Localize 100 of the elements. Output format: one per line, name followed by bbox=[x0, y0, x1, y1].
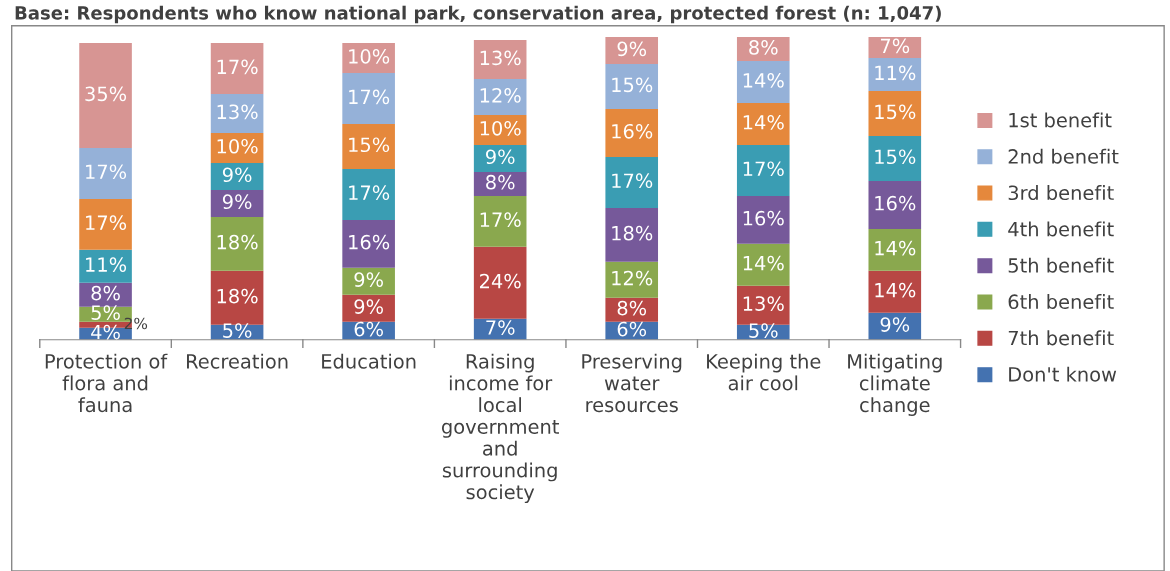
data-label: 13% bbox=[743, 296, 784, 311]
data-label: 14% bbox=[875, 240, 916, 256]
bar bbox=[605, 109, 659, 157]
bar bbox=[868, 180, 922, 229]
bar bbox=[605, 64, 659, 110]
data-label: 8% bbox=[91, 285, 120, 301]
bar bbox=[210, 43, 264, 95]
data-label: 18% bbox=[217, 288, 258, 304]
bar bbox=[473, 195, 527, 247]
data-label: 16% bbox=[349, 234, 390, 250]
bar bbox=[736, 103, 790, 145]
bar bbox=[342, 124, 395, 169]
data-label: 15% bbox=[875, 104, 916, 120]
data-label: 9% bbox=[222, 167, 252, 183]
bar bbox=[736, 195, 790, 244]
data-label: 8% bbox=[749, 40, 778, 55]
data-label: 24% bbox=[479, 273, 521, 289]
data-label: 17% bbox=[480, 212, 521, 228]
data-label: 8% bbox=[617, 300, 647, 316]
data-label: 10% bbox=[480, 120, 521, 136]
bar bbox=[79, 198, 132, 250]
data-label: 10% bbox=[349, 49, 390, 64]
bar bbox=[868, 91, 922, 136]
data-label: 14% bbox=[875, 282, 916, 298]
bar bbox=[473, 246, 527, 319]
bar bbox=[736, 61, 790, 104]
bar bbox=[79, 43, 132, 148]
bar bbox=[342, 168, 395, 220]
bar bbox=[473, 40, 527, 80]
data-label: 4% bbox=[91, 324, 120, 340]
bar bbox=[342, 267, 395, 295]
chart-title: Base: Respondents who know national park, conservation area, protected forest (n: 1,047) bbox=[15, 5, 941, 24]
data-label: 17% bbox=[217, 59, 258, 75]
bar bbox=[79, 147, 132, 199]
bar bbox=[210, 94, 264, 133]
data-label: 18% bbox=[612, 225, 653, 241]
bar bbox=[868, 135, 922, 181]
x-tick-label: Education bbox=[322, 353, 416, 369]
legend-label: 1st benefit bbox=[1009, 112, 1112, 128]
x-tick-label: Preserving water resources bbox=[582, 353, 682, 413]
bar bbox=[868, 228, 922, 271]
data-label: 15% bbox=[612, 77, 653, 93]
data-label: 9% bbox=[222, 194, 252, 210]
data-label: 14% bbox=[743, 255, 784, 271]
data-label: 17% bbox=[349, 89, 390, 105]
data-label: 9% bbox=[354, 272, 383, 287]
data-label: 7% bbox=[880, 38, 910, 54]
bar bbox=[605, 297, 659, 322]
data-label: 8% bbox=[486, 174, 515, 190]
x-tick-label: Recreation bbox=[187, 353, 288, 369]
data-label: 16% bbox=[612, 123, 653, 139]
data-label: 15% bbox=[349, 137, 390, 153]
bar bbox=[79, 249, 132, 283]
data-label: 10% bbox=[217, 138, 258, 154]
x-tick-label: Protection of flora and fauna bbox=[45, 353, 168, 413]
data-label: 15% bbox=[875, 149, 916, 165]
data-label: 12% bbox=[480, 87, 521, 103]
x-tick-label: Raising income for local government and surrounding society bbox=[441, 353, 559, 504]
x-tick-label: Mitigating climate change bbox=[848, 353, 942, 416]
data-label: 17% bbox=[86, 215, 127, 231]
data-label: 5% bbox=[749, 323, 778, 338]
data-label: 35% bbox=[85, 86, 127, 102]
data-label: 13% bbox=[480, 50, 521, 66]
legend-label: 6th benefit bbox=[1008, 294, 1114, 310]
legend-label: 4th benefit bbox=[1008, 221, 1114, 237]
legend-label: 7th benefit bbox=[1008, 330, 1114, 346]
bar bbox=[210, 216, 264, 271]
bar bbox=[473, 79, 527, 116]
bar bbox=[736, 144, 790, 196]
bar bbox=[868, 37, 922, 59]
data-label: 5% bbox=[223, 323, 252, 338]
data-label: 9% bbox=[485, 149, 515, 165]
legend-label: Don't know bbox=[1009, 366, 1117, 382]
bar bbox=[868, 270, 922, 313]
bar bbox=[868, 58, 922, 92]
data-label: 9% bbox=[880, 317, 910, 332]
data-label: 11% bbox=[86, 257, 127, 272]
bar bbox=[736, 243, 790, 286]
legend-label: 3rd benefit bbox=[1008, 185, 1114, 201]
bar bbox=[210, 270, 264, 325]
data-label: 17% bbox=[349, 185, 390, 201]
data-label: 13% bbox=[217, 104, 258, 120]
data-label: 9% bbox=[617, 41, 647, 57]
legend-label: 5th benefit bbox=[1008, 257, 1114, 273]
data-label: 9% bbox=[354, 299, 383, 314]
data-label: 17% bbox=[612, 173, 653, 189]
data-label: 12% bbox=[612, 270, 653, 286]
data-label: 18% bbox=[217, 234, 258, 250]
bar bbox=[342, 294, 395, 322]
bar bbox=[736, 285, 790, 325]
data-label: 6% bbox=[354, 321, 383, 337]
bar bbox=[342, 43, 395, 74]
data-label: 7% bbox=[486, 320, 515, 335]
data-label: 11% bbox=[875, 65, 916, 81]
data-label: 14% bbox=[743, 72, 784, 88]
data-label: 16% bbox=[743, 210, 784, 226]
bar bbox=[605, 156, 659, 208]
data-label: 5% bbox=[91, 305, 120, 320]
legend-label: 2nd benefit bbox=[1008, 148, 1119, 164]
bar bbox=[605, 37, 659, 65]
